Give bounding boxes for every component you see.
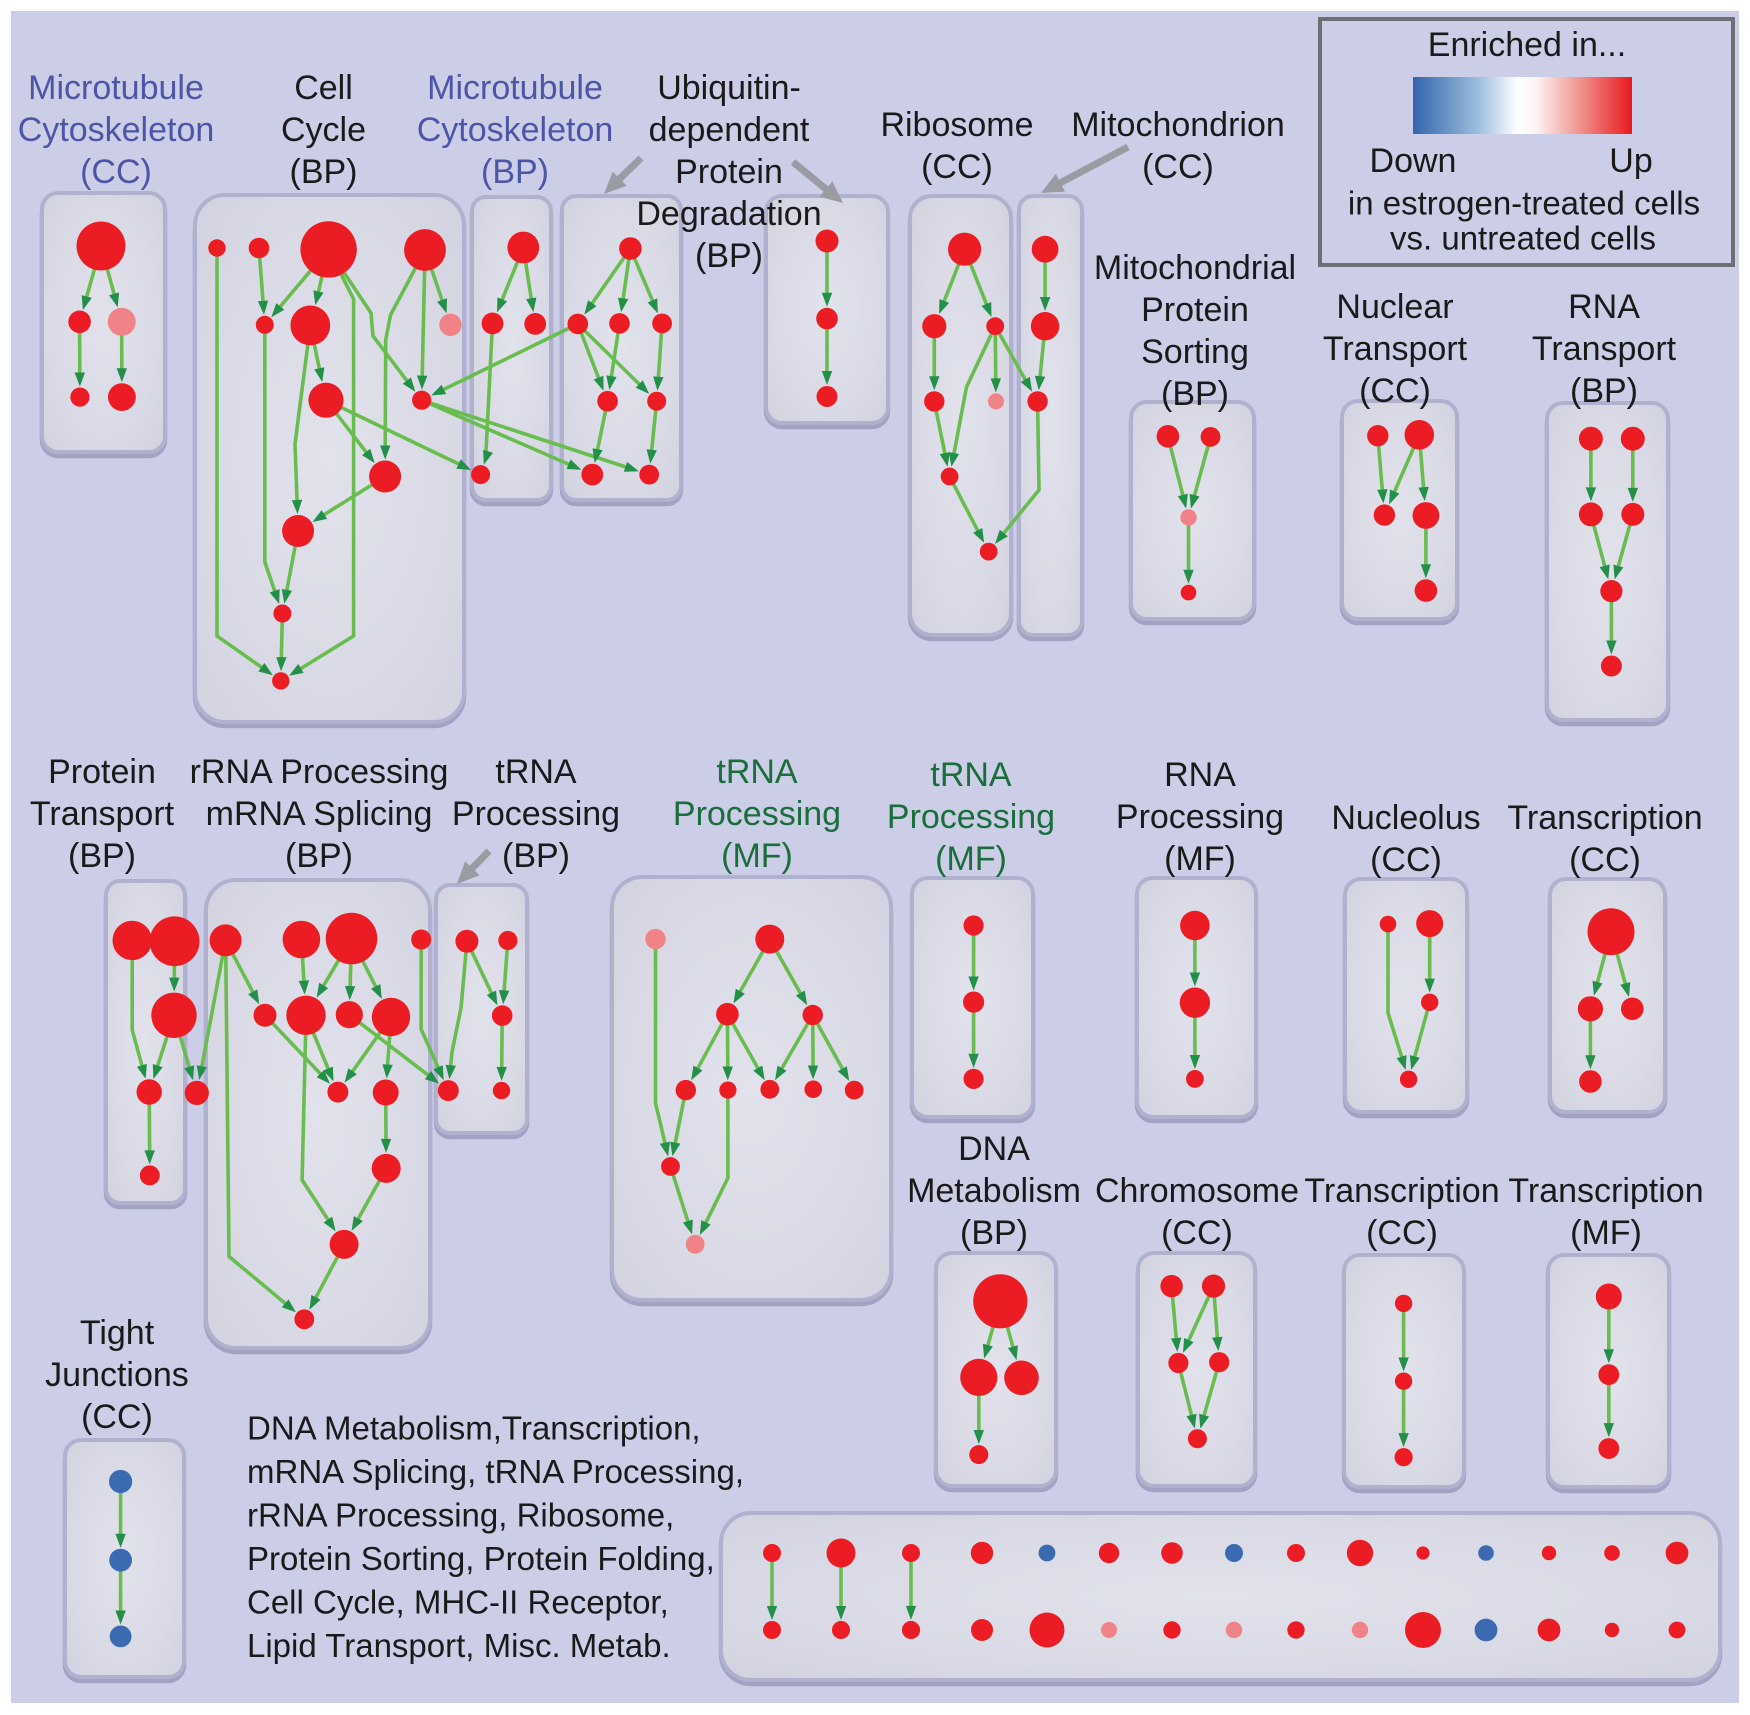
svg-text:(BP): (BP) <box>960 1214 1028 1252</box>
svg-text:Protein Sorting, Protein Foldi: Protein Sorting, Protein Folding, <box>247 1540 715 1577</box>
svg-text:rRNA Processing, Ribosome,: rRNA Processing, Ribosome, <box>247 1497 674 1534</box>
svg-text:mRNA Splicing: mRNA Splicing <box>206 795 433 833</box>
svg-text:Chromosome: Chromosome <box>1095 1172 1299 1210</box>
svg-text:(CC): (CC) <box>1142 148 1214 186</box>
svg-text:mRNA Splicing, tRNA Processing: mRNA Splicing, tRNA Processing, <box>247 1453 744 1490</box>
svg-text:Mitochondrial: Mitochondrial <box>1094 249 1296 287</box>
svg-text:Ribosome: Ribosome <box>880 106 1033 144</box>
svg-text:Nuclear: Nuclear <box>1336 288 1453 326</box>
svg-text:Up: Up <box>1609 142 1652 180</box>
svg-text:Processing: Processing <box>1116 798 1284 836</box>
svg-text:(BP): (BP) <box>290 153 358 191</box>
svg-text:(CC): (CC) <box>1161 1214 1233 1252</box>
svg-text:(BP): (BP) <box>68 837 136 875</box>
svg-text:Protein: Protein <box>1141 291 1249 329</box>
svg-text:(CC): (CC) <box>1359 372 1431 410</box>
svg-text:DNA: DNA <box>958 1130 1030 1168</box>
svg-text:Tight: Tight <box>80 1314 155 1352</box>
svg-text:tRNA: tRNA <box>930 756 1012 794</box>
svg-text:tRNA: tRNA <box>716 753 798 791</box>
svg-text:Processing: Processing <box>673 795 841 833</box>
svg-text:(CC): (CC) <box>81 1398 153 1436</box>
svg-text:Mitochondrion: Mitochondrion <box>1071 106 1285 144</box>
svg-text:Transcription: Transcription <box>1508 1172 1703 1210</box>
svg-text:(BP): (BP) <box>1570 372 1638 410</box>
svg-text:Cell: Cell <box>294 69 353 107</box>
svg-text:Cycle: Cycle <box>281 111 366 149</box>
svg-text:(BP): (BP) <box>1161 375 1229 413</box>
svg-text:(MF): (MF) <box>1570 1214 1642 1252</box>
svg-text:Transport: Transport <box>1323 330 1468 368</box>
svg-text:(MF): (MF) <box>935 840 1007 878</box>
svg-text:dependent: dependent <box>649 111 810 149</box>
svg-text:tRNA: tRNA <box>495 753 577 791</box>
svg-text:Microtubule: Microtubule <box>28 69 204 107</box>
svg-text:(CC): (CC) <box>1370 841 1442 879</box>
svg-text:(BP): (BP) <box>502 837 570 875</box>
svg-text:(BP): (BP) <box>285 837 353 875</box>
svg-text:(CC): (CC) <box>80 153 152 191</box>
svg-text:DNA Metabolism,Transcription,: DNA Metabolism,Transcription, <box>247 1410 701 1447</box>
svg-text:Microtubule: Microtubule <box>427 69 603 107</box>
svg-text:Cytoskeleton: Cytoskeleton <box>417 111 614 149</box>
svg-text:(BP): (BP) <box>481 153 549 191</box>
svg-text:(MF): (MF) <box>721 837 793 875</box>
svg-text:RNA: RNA <box>1568 288 1640 326</box>
svg-text:rRNA Processing: rRNA Processing <box>190 753 449 791</box>
svg-text:Junctions: Junctions <box>45 1356 189 1394</box>
svg-text:Lipid Transport, Misc. Metab.: Lipid Transport, Misc. Metab. <box>247 1627 671 1664</box>
svg-text:Transport: Transport <box>1532 330 1677 368</box>
svg-text:(CC): (CC) <box>1569 841 1641 879</box>
svg-text:Cell Cycle, MHC-II Receptor,: Cell Cycle, MHC-II Receptor, <box>247 1584 669 1621</box>
svg-text:Nucleolus: Nucleolus <box>1331 799 1480 837</box>
svg-text:Down: Down <box>1370 142 1457 180</box>
svg-text:(CC): (CC) <box>921 148 993 186</box>
svg-text:Processing: Processing <box>887 798 1055 836</box>
svg-text:Protein: Protein <box>48 753 156 791</box>
svg-text:Cytoskeleton: Cytoskeleton <box>18 111 215 149</box>
svg-text:Metabolism: Metabolism <box>907 1172 1081 1210</box>
svg-text:Degradation: Degradation <box>636 195 821 233</box>
svg-text:Transcription: Transcription <box>1507 799 1702 837</box>
svg-text:(CC): (CC) <box>1366 1214 1438 1252</box>
svg-text:(BP): (BP) <box>695 237 763 275</box>
svg-text:Transcription: Transcription <box>1304 1172 1499 1210</box>
svg-text:Ubiquitin-: Ubiquitin- <box>657 69 801 107</box>
svg-text:Protein: Protein <box>675 153 783 191</box>
svg-text:Sorting: Sorting <box>1141 333 1249 371</box>
svg-text:Enriched in...: Enriched in... <box>1428 26 1626 64</box>
svg-text:vs. untreated cells: vs. untreated cells <box>1390 220 1656 257</box>
svg-text:Processing: Processing <box>452 795 620 833</box>
svg-text:Transport: Transport <box>30 795 175 833</box>
svg-text:RNA: RNA <box>1164 756 1236 794</box>
svg-text:in estrogen-treated cells: in estrogen-treated cells <box>1348 185 1700 222</box>
svg-text:(MF): (MF) <box>1164 840 1236 878</box>
